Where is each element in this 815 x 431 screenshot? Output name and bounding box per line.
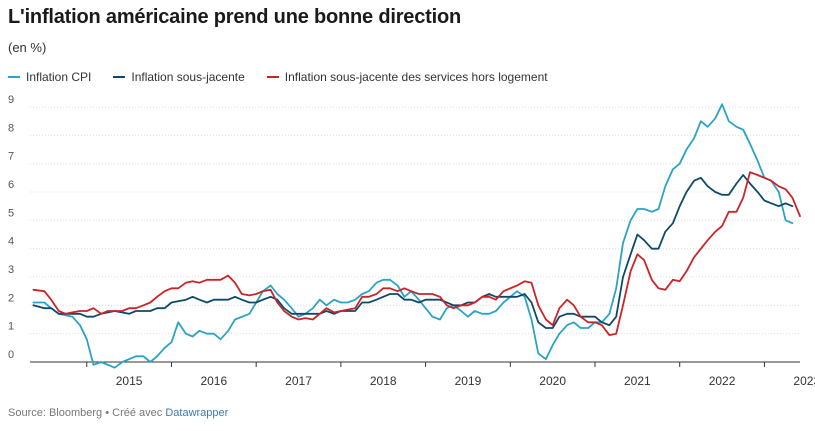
legend-item-services: Inflation sous-jacente des services hors…	[266, 70, 548, 84]
source-text: Source: Bloomberg • Créé avec	[8, 407, 166, 419]
y-tick-label-3: 3	[8, 264, 14, 276]
legend-swatch-cpi	[8, 75, 20, 79]
legend-swatch-core	[113, 75, 126, 79]
x-tick-label-7: 2022	[709, 374, 736, 388]
x-tick-label-1: 2016	[200, 374, 227, 388]
y-tick-label-9: 9	[8, 94, 14, 106]
y-tick-label-0: 0	[8, 349, 14, 361]
x-tick-label-0: 2015	[116, 374, 143, 388]
chart-subtitle: (en %)	[8, 40, 47, 55]
x-tick-label-6: 2021	[624, 374, 651, 388]
legend-swatch-services	[266, 75, 279, 79]
x-tick-label-4: 2019	[455, 374, 482, 388]
series-line-services	[32, 171, 801, 336]
x-tick-label-2: 2017	[285, 374, 312, 388]
legend-label-cpi: Inflation CPI	[26, 70, 92, 84]
footer: Source: Bloomberg • Créé avec Datawrappe…	[8, 407, 228, 419]
x-tick-label-3: 2018	[370, 374, 397, 388]
series-line-core	[32, 174, 794, 329]
y-tick-label-1: 1	[8, 321, 14, 333]
y-tick-label-4: 4	[8, 236, 14, 248]
grid-layer	[30, 106, 800, 363]
series-layer	[32, 103, 801, 369]
legend-item-cpi: Inflation CPI	[8, 70, 91, 84]
axis-layer: 0 1 2 3 4 5 6 7 8 9 2015 2016 2017 2018 2019 2020 2021 20…	[8, 94, 815, 388]
legend-label-core: Inflation sous-jacente	[131, 70, 245, 84]
y-tick-label-6: 6	[8, 179, 14, 191]
y-tick-label-2: 2	[8, 292, 14, 304]
datawrapper-link[interactable]: Datawrapper	[165, 407, 229, 419]
chart-legend: Inflation CPI Inflation sous-jacente Inf…	[8, 70, 548, 84]
x-tick-label-8: 2023	[793, 374, 815, 388]
y-tick-label-5: 5	[8, 207, 14, 219]
series-line-cpi	[32, 103, 794, 369]
x-tick-label-5: 2020	[539, 374, 566, 388]
chart-title: L'inflation américaine prend une bonne d…	[8, 6, 461, 28]
y-tick-label-7: 7	[8, 151, 14, 163]
legend-label-services: Inflation sous-jacente des services hors…	[284, 70, 548, 84]
y-tick-label-8: 8	[8, 122, 14, 134]
legend-item-core: Inflation sous-jacente	[113, 70, 245, 84]
